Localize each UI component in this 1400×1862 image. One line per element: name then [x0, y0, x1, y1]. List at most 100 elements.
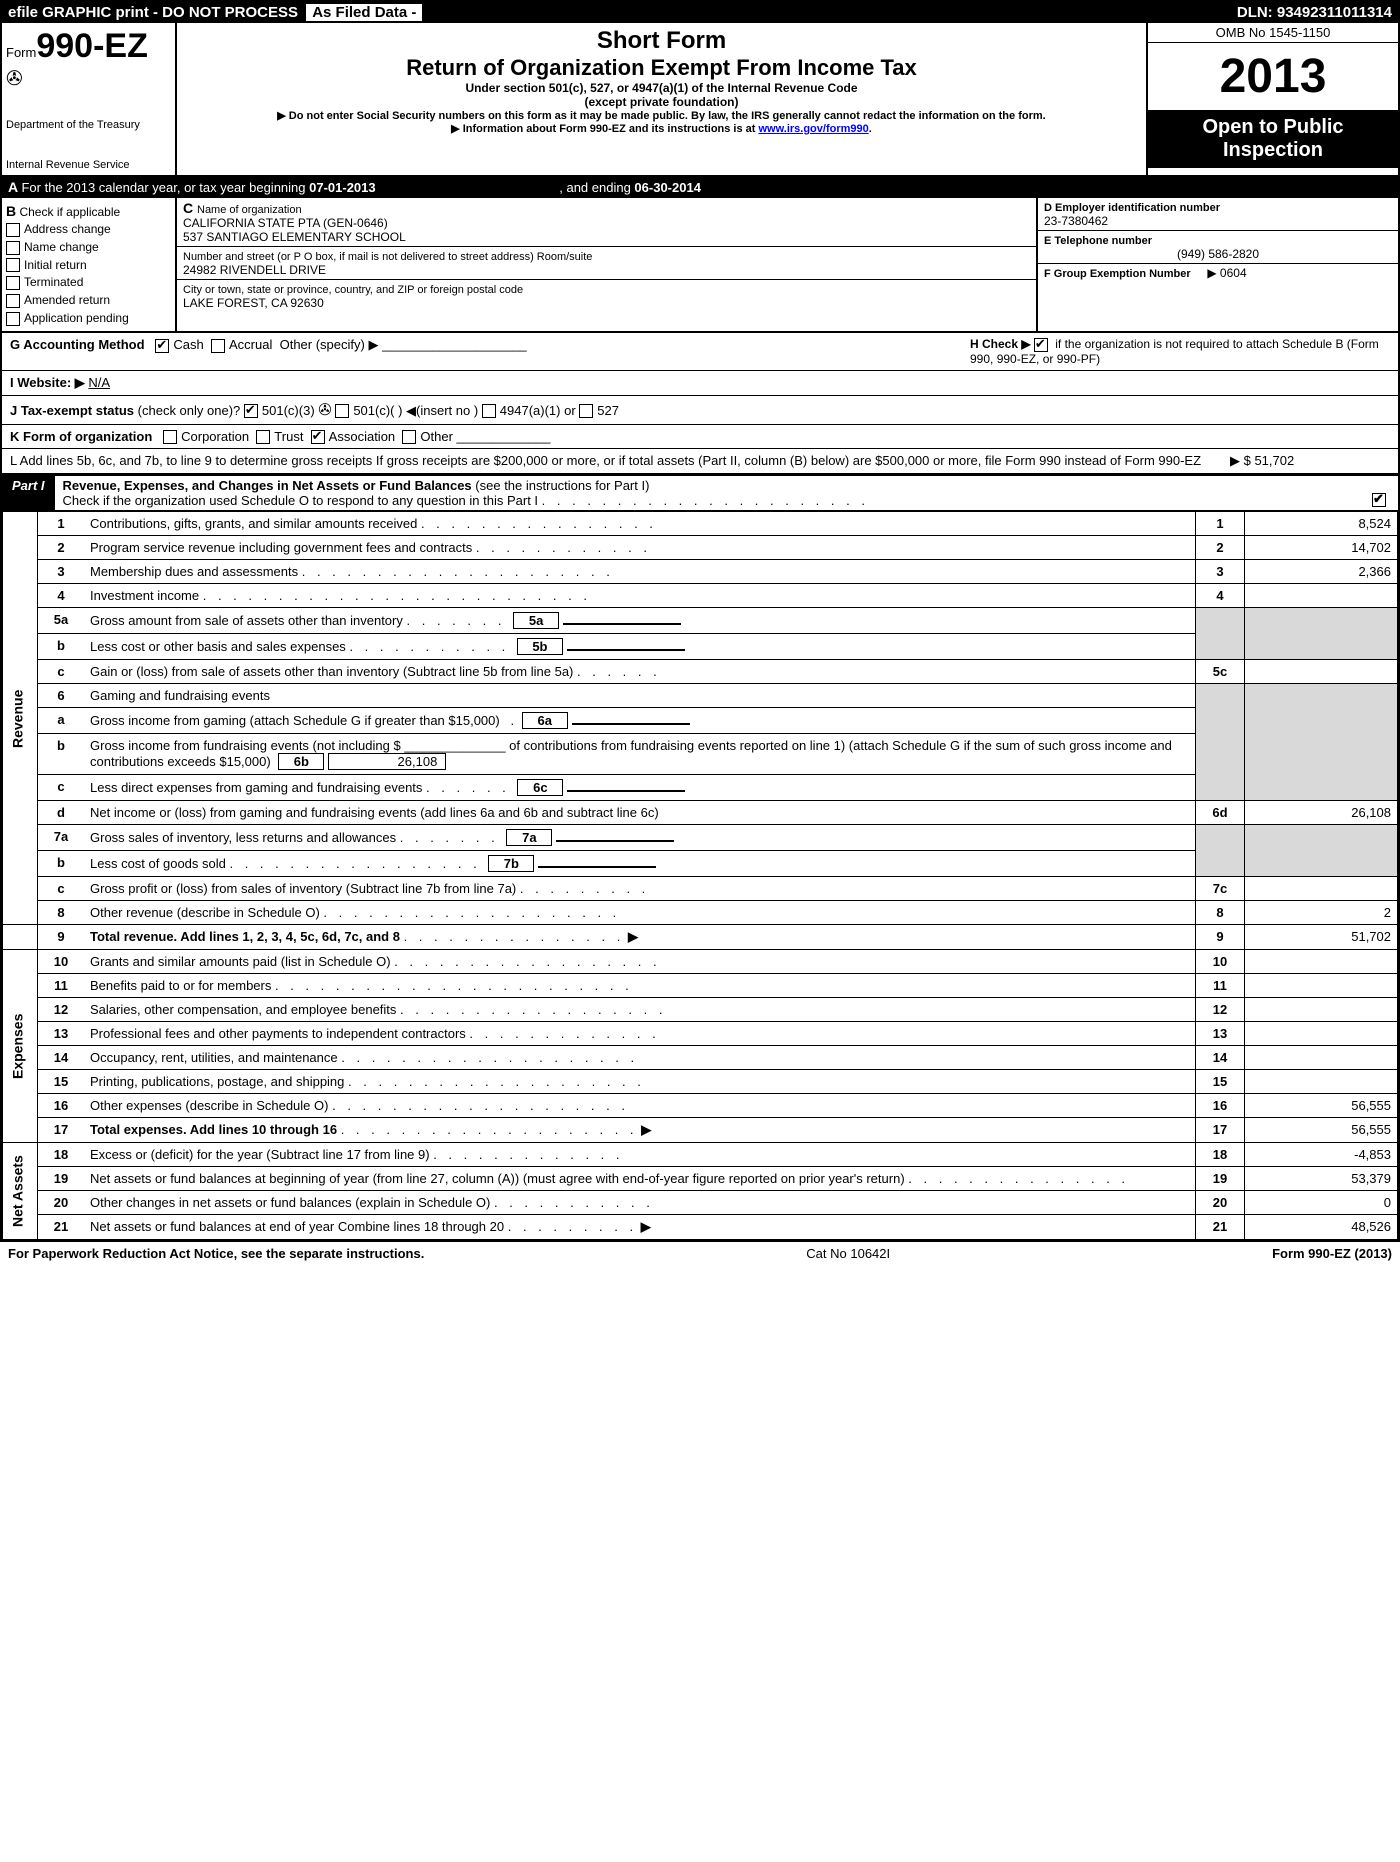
- ln6-grey-amt: [1245, 684, 1398, 801]
- org-name2: 537 SANTIAGO ELEMENTARY SCHOOL: [183, 230, 406, 244]
- ln7a-desc: Gross sales of inventory, less returns a…: [84, 825, 1196, 851]
- ln13-box: 13: [1196, 1022, 1245, 1046]
- entity-section: B Check if applicable Address change Nam…: [2, 198, 1398, 333]
- chk-app-pending[interactable]: [6, 312, 20, 326]
- form-number: 990-EZ: [36, 27, 148, 65]
- line-h: H Check ▶ if the organization is not req…: [970, 337, 1390, 366]
- ln17-desc: Total expenses. Add lines 10 through 16 …: [84, 1118, 1196, 1143]
- chk-terminated[interactable]: [6, 276, 20, 290]
- street: 24982 RIVENDELL DRIVE: [183, 263, 326, 277]
- part1-check-text: Check if the organization used Schedule …: [63, 493, 539, 508]
- line-a: A For the 2013 calendar year, or tax yea…: [2, 177, 1398, 198]
- chk-schedule-o[interactable]: [1372, 493, 1386, 507]
- ln6d-desc: Net income or (loss) from gaming and fun…: [84, 801, 1196, 825]
- ln15-amt: [1245, 1070, 1398, 1094]
- ln7b-desc: Less cost of goods sold . . . . . . . . …: [84, 851, 1196, 877]
- ln5c-num: c: [38, 660, 85, 684]
- e-label: E Telephone number: [1044, 235, 1152, 247]
- ln7b-iamt: [538, 866, 656, 868]
- chk-corp[interactable]: [163, 430, 177, 444]
- chk-501c[interactable]: [335, 404, 349, 418]
- ln19-box: 19: [1196, 1167, 1245, 1191]
- ln7-grey: [1196, 825, 1245, 877]
- warning1: ▶ Do not enter Social Security numbers o…: [185, 109, 1138, 122]
- ln6a-num: a: [38, 708, 85, 734]
- header-bar: efile GRAPHIC print - DO NOT PROCESS As …: [2, 2, 1398, 23]
- lbl-name-change: Name change: [24, 240, 99, 254]
- ln6c-ibox: 6c: [517, 779, 563, 796]
- section-c: C Name of organization CALIFORNIA STATE …: [177, 198, 1036, 331]
- title-center: Short Form Return of Organization Exempt…: [177, 23, 1146, 175]
- lbl-amended: Amended return: [24, 293, 110, 307]
- ln7b-num: b: [38, 851, 85, 877]
- ln2-num: 2: [38, 536, 85, 560]
- chk-501c3[interactable]: [244, 404, 258, 418]
- ln13-desc: Professional fees and other payments to …: [84, 1022, 1196, 1046]
- ln5b-ibox: 5b: [517, 638, 563, 655]
- ln6d-num: d: [38, 801, 85, 825]
- line-i: I Website: ▶ N/A: [2, 371, 1398, 396]
- ln21-desc: Net assets or fund balances at end of ye…: [84, 1215, 1196, 1240]
- subtitle2: (except private foundation): [185, 95, 1138, 109]
- part1-title-text: Revenue, Expenses, and Changes in Net As…: [63, 478, 472, 493]
- ln4-box: 4: [1196, 584, 1245, 608]
- ln1-num: 1: [38, 512, 85, 536]
- main-title: Return of Organization Exempt From Incom…: [185, 55, 1138, 81]
- form-word: Form: [6, 45, 36, 60]
- ln16-box: 16: [1196, 1094, 1245, 1118]
- chk-address-change[interactable]: [6, 223, 20, 237]
- section-b: B Check if applicable Address change Nam…: [2, 198, 177, 331]
- website: N/A: [88, 375, 110, 390]
- chk-trust[interactable]: [256, 430, 270, 444]
- group-exemption: ▶ 0604: [1207, 266, 1246, 280]
- ln2-desc: Program service revenue including govern…: [84, 536, 1196, 560]
- ln11-num: 11: [38, 974, 85, 998]
- ln16-amt: 56,555: [1245, 1094, 1398, 1118]
- chk-527[interactable]: [579, 404, 593, 418]
- chk-accrual[interactable]: [211, 339, 225, 353]
- ln5-grey: [1196, 608, 1245, 660]
- ln4-desc: Investment income . . . . . . . . . . . …: [84, 584, 1196, 608]
- ln15-desc: Printing, publications, postage, and shi…: [84, 1070, 1196, 1094]
- ln12-amt: [1245, 998, 1398, 1022]
- ln20-desc: Other changes in net assets or fund bala…: [84, 1191, 1196, 1215]
- ln14-amt: [1245, 1046, 1398, 1070]
- chk-assoc[interactable]: [311, 430, 325, 444]
- chk-amended[interactable]: [6, 294, 20, 308]
- lbl-app-pending: Application pending: [24, 311, 129, 325]
- chk-cash[interactable]: [155, 339, 169, 353]
- part1-paren: (see the instructions for Part I): [475, 478, 649, 493]
- ln8-amt: 2: [1245, 901, 1398, 925]
- lbl-initial: Initial return: [24, 258, 87, 272]
- b-header: Check if applicable: [19, 205, 120, 219]
- sidetab-expenses: Expenses: [3, 950, 38, 1143]
- ln7b-ibox: 7b: [488, 855, 534, 872]
- phone: (949) 586-2820: [1044, 247, 1392, 261]
- ln6b-iamt: 26,108: [328, 753, 446, 770]
- form-number-box: Form990-EZ ✇ Department of the Treasury …: [2, 23, 177, 175]
- ln6c-num: c: [38, 775, 85, 801]
- org-name1: CALIFORNIA STATE PTA (GEN-0646): [183, 216, 388, 230]
- right-id-col: D Employer identification number 23-7380…: [1036, 198, 1398, 331]
- warn2-pre: ▶ Information about Form 990-EZ and its …: [451, 123, 758, 135]
- ln3-box: 3: [1196, 560, 1245, 584]
- ln10-amt: [1245, 950, 1398, 974]
- irs-link[interactable]: www.irs.gov/form990: [759, 123, 869, 135]
- ln14-desc: Occupancy, rent, utilities, and maintena…: [84, 1046, 1196, 1070]
- ln7c-box: 7c: [1196, 877, 1245, 901]
- chk-schedule-b[interactable]: [1034, 338, 1048, 352]
- ln9-num: 9: [38, 925, 85, 950]
- ln6a-desc: Gross income from gaming (attach Schedul…: [84, 708, 1196, 734]
- ln6a-ibox: 6a: [522, 712, 568, 729]
- ln7c-desc: Gross profit or (loss) from sales of inv…: [84, 877, 1196, 901]
- chk-initial[interactable]: [6, 258, 20, 272]
- ln19-desc: Net assets or fund balances at beginning…: [84, 1167, 1196, 1191]
- chk-other-org[interactable]: [402, 430, 416, 444]
- lbl-terminated: Terminated: [24, 275, 83, 289]
- ein: 23-7380462: [1044, 214, 1108, 228]
- l-amount: ▶ $ 51,702: [1230, 453, 1390, 469]
- chk-4947[interactable]: [482, 404, 496, 418]
- chk-name-change[interactable]: [6, 241, 20, 255]
- ln1-amt: 8,524: [1245, 512, 1398, 536]
- ln15-box: 15: [1196, 1070, 1245, 1094]
